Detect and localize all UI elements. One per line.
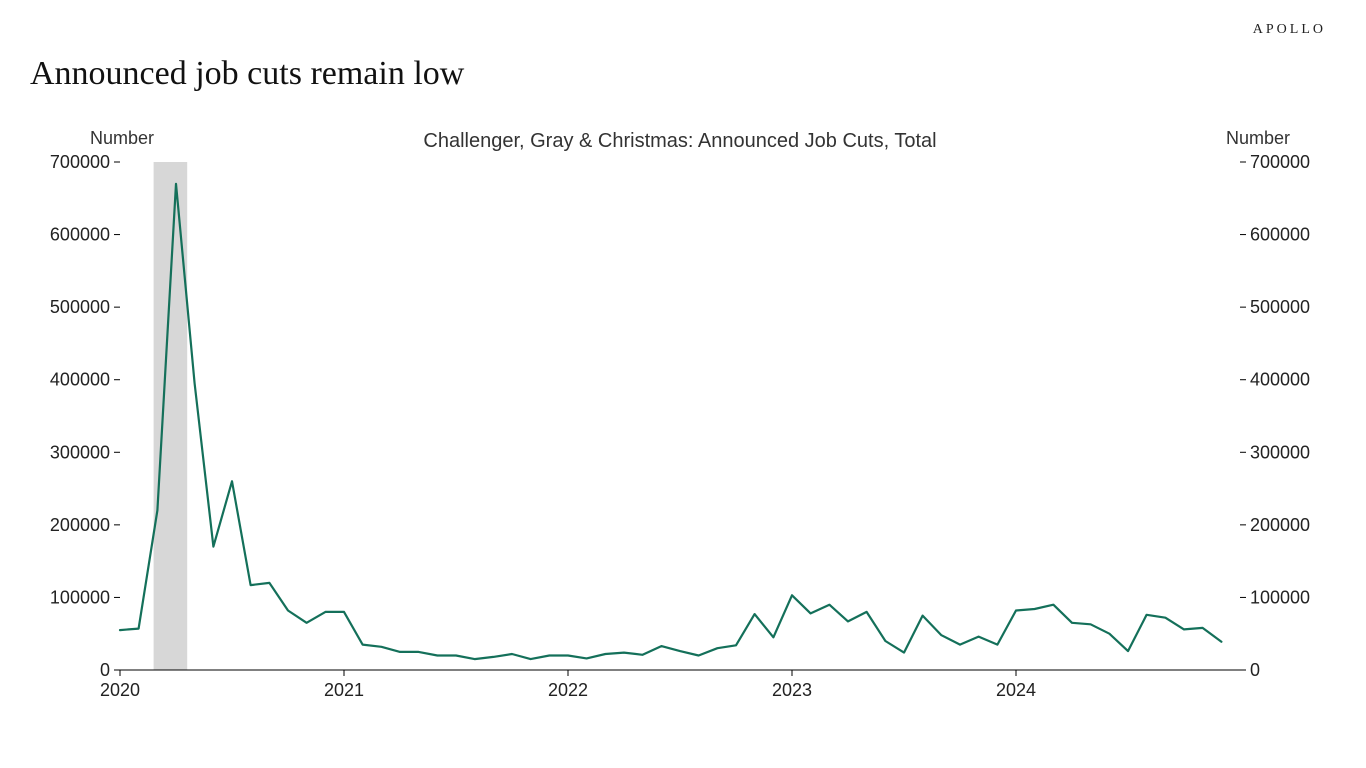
y-tick-label-left: 0 <box>100 660 110 680</box>
y-tick-label-right: 100000 <box>1250 587 1310 607</box>
y-tick-label-left: 600000 <box>50 225 110 245</box>
x-tick-label: 2022 <box>548 680 588 700</box>
y-tick-label-right: 400000 <box>1250 370 1310 390</box>
y-tick-label-right: 700000 <box>1250 152 1310 172</box>
y-tick-label-right: 200000 <box>1250 515 1310 535</box>
chart-container: Number Challenger, Gray & Christmas: Ann… <box>50 120 1310 720</box>
x-tick-label: 2020 <box>100 680 140 700</box>
y-tick-label-right: 300000 <box>1250 442 1310 462</box>
x-tick-label: 2024 <box>996 680 1036 700</box>
brand-logo: APOLLO <box>1253 22 1326 38</box>
page-title: Announced job cuts remain low <box>30 55 464 93</box>
y-tick-label-right: 600000 <box>1250 225 1310 245</box>
line-chart: 0 0 100000 100000 200000 200000 300000 300000 40… <box>50 120 1310 720</box>
y-tick-label-left: 200000 <box>50 515 110 535</box>
chart-subtitle: Challenger, Gray & Christmas: Announced … <box>50 130 1310 153</box>
y-tick-label-left: 700000 <box>50 152 110 172</box>
y-tick-label-left: 500000 <box>50 297 110 317</box>
y-tick-label-right: 500000 <box>1250 297 1310 317</box>
x-tick-label: 2021 <box>324 680 364 700</box>
y-tick-label-right: 0 <box>1250 660 1260 680</box>
x-tick-label: 2023 <box>772 680 812 700</box>
page: APOLLO Announced job cuts remain low Num… <box>0 0 1366 768</box>
y-tick-label-left: 100000 <box>50 587 110 607</box>
y-axis-label-right: Number <box>1226 128 1290 149</box>
y-tick-label-left: 400000 <box>50 370 110 390</box>
series-line <box>120 184 1221 659</box>
y-tick-label-left: 300000 <box>50 442 110 462</box>
